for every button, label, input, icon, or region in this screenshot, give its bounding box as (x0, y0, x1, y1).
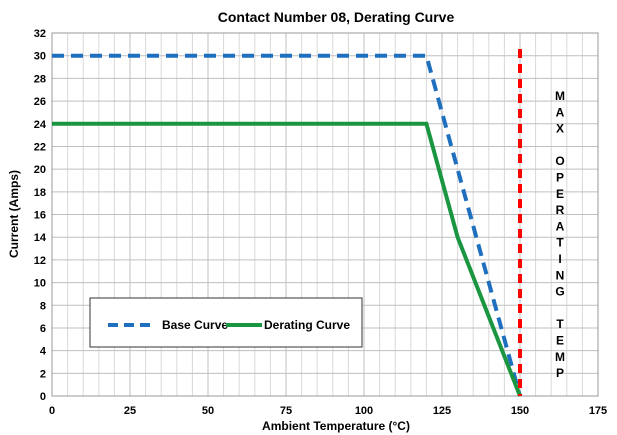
legend-label-derating-curve: Derating Curve (264, 318, 350, 332)
x-tick-label: 100 (355, 405, 373, 417)
y-tick-label: 18 (34, 187, 46, 199)
x-axis-title: Ambient Temperature (°C) (262, 419, 410, 433)
y-tick-label: 6 (40, 323, 46, 335)
y-tick-label: 0 (40, 391, 46, 403)
tick-layer: 0 25 50 75 100 125 150 175024681012141618202224… (34, 28, 607, 417)
x-tick-label: 150 (511, 405, 529, 417)
x-tick-label: 175 (589, 405, 607, 417)
legend-box (89, 297, 363, 348)
max-operating-temp-letter: M (555, 89, 565, 103)
y-tick-label: 30 (34, 51, 46, 63)
x-tick-label: 0 (49, 405, 55, 417)
y-tick-label: 8 (40, 300, 46, 312)
y-tick-label: 12 (34, 255, 46, 267)
series-line-base-curve (52, 53, 522, 397)
legend-label-base-curve: Base Curve (162, 318, 228, 332)
y-tick-label: 32 (34, 28, 46, 40)
series-layer (52, 53, 522, 397)
max-operating-temp-letter: I (558, 252, 561, 266)
max-operating-temp-letter: G (555, 285, 564, 299)
y-tick-label: 20 (34, 164, 46, 176)
series-line-derating-curve (52, 121, 522, 397)
max-operating-temp-letter: M (555, 350, 565, 364)
max-operating-temp-letter: P (556, 171, 564, 185)
y-tick-label: 22 (34, 141, 46, 153)
y-tick-label: 2 (40, 368, 46, 380)
y-tick-label: 4 (40, 346, 47, 358)
chart-title: Contact Number 08, Derating Curve (218, 9, 455, 25)
y-tick-label: 14 (34, 232, 47, 244)
y-tick-label: 24 (34, 119, 47, 131)
max-operating-temp-letter: E (556, 334, 564, 348)
max-operating-temp-letter: E (556, 187, 564, 201)
max-operating-temp-letter: P (556, 366, 564, 380)
y-tick-label: 28 (34, 73, 46, 85)
y-tick-label: 10 (34, 278, 46, 290)
max-operating-temp-letter: T (556, 236, 564, 250)
max-operating-temp-letter: A (556, 105, 565, 119)
x-tick-label: 125 (433, 405, 451, 417)
x-tick-label: 25 (124, 405, 136, 417)
max-operating-temp-letter: N (556, 268, 565, 282)
y-tick-label: 16 (34, 210, 46, 222)
plot-area-border (51, 32, 599, 397)
max-operating-temp-letter: O (555, 154, 564, 168)
max-operating-temp-letter: R (556, 203, 565, 217)
max-operating-temp-letter: T (556, 317, 564, 331)
y-tick-label: 26 (34, 96, 46, 108)
max-operating-temp-letter: X (556, 122, 564, 136)
x-tick-label: 75 (280, 405, 292, 417)
y-axis-title: Current (Amps) (7, 170, 21, 258)
legend: Base Curve Derating Curve (89, 297, 363, 348)
max-operating-temp-letter: A (556, 219, 565, 233)
x-tick-label: 50 (202, 405, 214, 417)
